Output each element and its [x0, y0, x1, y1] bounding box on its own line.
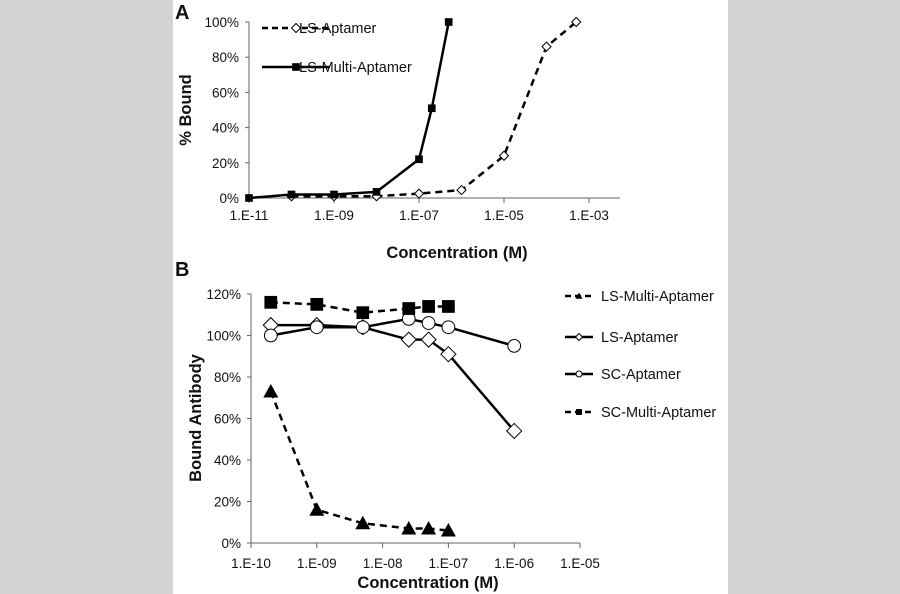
chart-b-point-sc-aptamer: [441, 320, 456, 335]
chart-a-point-ls-multi-aptamer: [330, 190, 338, 199]
chart-b-legend-marker-sc-multi-aptamer: [576, 409, 582, 415]
chart-b-point-ls-multi-aptamer: [309, 502, 325, 516]
chart-b-point-sc-multi-aptamer: [356, 306, 370, 320]
chart-b-point-sc-multi-aptamer: [264, 295, 278, 309]
chart-b-y-tick-label: 40%: [214, 453, 241, 468]
chart-a-legend-label-ls-aptamer: LS-Aptamer: [299, 21, 377, 37]
chart-a-y-tick-label: 80%: [212, 50, 239, 65]
chart-b-point-ls-aptamer: [505, 422, 523, 440]
chart-b-legend-label-sc-aptamer: SC-Aptamer: [601, 367, 681, 383]
chart-b-point-ls-multi-aptamer: [421, 520, 437, 535]
chart-b-y-tick-label: 20%: [214, 495, 241, 510]
chart-b-y-tick-label: 100%: [206, 329, 241, 344]
chart-b-x-tick-label: 1.E-09: [297, 556, 337, 571]
chart-a-x-tick-label: 1.E-03: [569, 208, 609, 223]
chart-a-point-ls-aptamer: [413, 188, 425, 199]
chart-b-legend-label-ls-aptamer: LS-Aptamer: [601, 330, 679, 346]
panel-label-a: A: [175, 2, 189, 24]
chart-a-series-line-ls-multi-aptamer: [248, 21, 450, 200]
chart-a-legend-marker-ls-multi-aptamer: [292, 63, 300, 71]
chart-b-ylabel: Bound Antibody: [187, 353, 205, 482]
chart-b-series-line-sc-aptamer: [270, 317, 515, 348]
chart-b-xlabel: Concentration (M): [357, 574, 498, 592]
chart-b-point-ls-multi-aptamer: [401, 520, 417, 535]
chart-b-x-tick-label: 1.E-10: [231, 556, 271, 571]
chart-b-series-line-ls-multi-aptamer: [269, 391, 449, 532]
chart-a-x-tick-label: 1.E-09: [314, 208, 354, 223]
chart-b-x-tick-label: 1.E-05: [560, 556, 600, 571]
chart-b-series-line-ls-aptamer: [270, 323, 516, 432]
chart-b-y-tick-label: 120%: [206, 287, 241, 302]
chart-b-point-sc-aptamer: [507, 339, 522, 353]
panel-label-b: B: [175, 259, 189, 281]
chart-b-point-ls-aptamer: [420, 331, 437, 348]
chart-b-point-ls-multi-aptamer: [440, 523, 456, 537]
chart-a-point-ls-multi-aptamer: [427, 104, 436, 113]
chart-a-point-ls-aptamer: [570, 16, 582, 28]
chart-a-point-ls-multi-aptamer: [245, 194, 253, 202]
chart-b-point-ls-aptamer: [440, 345, 457, 363]
chart-b-y-tick-label: 60%: [214, 412, 241, 427]
chart-b-y-tick-label: 80%: [214, 370, 241, 385]
chart-a-point-ls-aptamer: [498, 150, 510, 161]
chart-b-point-ls-multi-aptamer: [263, 384, 279, 398]
chart-b-legend-label-ls-multi-aptamer: LS-Multi-Aptamer: [601, 289, 714, 305]
chart-b-x-tick-label: 1.E-07: [429, 556, 469, 571]
chart-a-x-tick-label: 1.E-05: [484, 208, 524, 223]
chart-b-point-sc-multi-aptamer: [442, 300, 455, 313]
chart-b-point-sc-aptamer: [263, 328, 278, 343]
chart-a-y-tick-label: 20%: [212, 156, 239, 171]
chart-a-x-tick-label: 1.E-07: [399, 208, 439, 223]
chart-a-y-tick-label: 100%: [204, 15, 239, 30]
chart-b-legend-marker-ls-aptamer: [574, 332, 584, 342]
chart-a-point-ls-multi-aptamer: [287, 190, 296, 199]
chart-a-y-tick-label: 40%: [212, 121, 239, 136]
chart-b-legend-marker-sc-aptamer: [575, 370, 583, 378]
chart-a-legend-label-ls-multi-aptamer: LS-Multi-Aptamer: [299, 60, 412, 76]
chart-b-x-tick-label: 1.E-08: [363, 556, 403, 571]
chart-a-y-tick-label: 0%: [219, 191, 239, 206]
chart-b-point-sc-aptamer: [309, 320, 324, 335]
chart-b-point-sc-multi-aptamer: [310, 298, 324, 311]
chart-a-point-ls-aptamer: [541, 41, 552, 52]
chart-b-point-sc-multi-aptamer: [422, 300, 435, 313]
chart-b-point-sc-aptamer: [421, 316, 436, 330]
chart-a-x-tick-label: 1.E-11: [230, 208, 269, 223]
chart-a-ylabel: % Bound: [177, 74, 195, 146]
chart-a-point-ls-aptamer: [456, 184, 467, 196]
chart-a-legend-marker-ls-aptamer: [290, 22, 302, 34]
chart-b-legend-marker-ls-multi-aptamer: [575, 292, 583, 299]
chart-b-point-sc-aptamer: [355, 320, 370, 335]
chart-b-point-ls-aptamer: [400, 331, 417, 348]
chart-a-point-ls-multi-aptamer: [415, 155, 423, 164]
chart-a-xlabel: Concentration (M): [386, 244, 527, 262]
chart-a-y-tick-label: 60%: [212, 85, 239, 100]
chart-a-series-line-ls-aptamer: [291, 21, 578, 198]
chart-b-point-sc-multi-aptamer: [402, 302, 416, 315]
chart-b-x-tick-label: 1.E-06: [494, 556, 534, 571]
chart-b-legend-label-sc-multi-aptamer: SC-Multi-Aptamer: [601, 405, 716, 421]
chart-a-point-ls-multi-aptamer: [372, 188, 381, 196]
chart-b-y-tick-label: 0%: [221, 536, 241, 551]
chart-a-point-ls-multi-aptamer: [444, 18, 453, 26]
chart-b-point-ls-multi-aptamer: [355, 515, 371, 530]
